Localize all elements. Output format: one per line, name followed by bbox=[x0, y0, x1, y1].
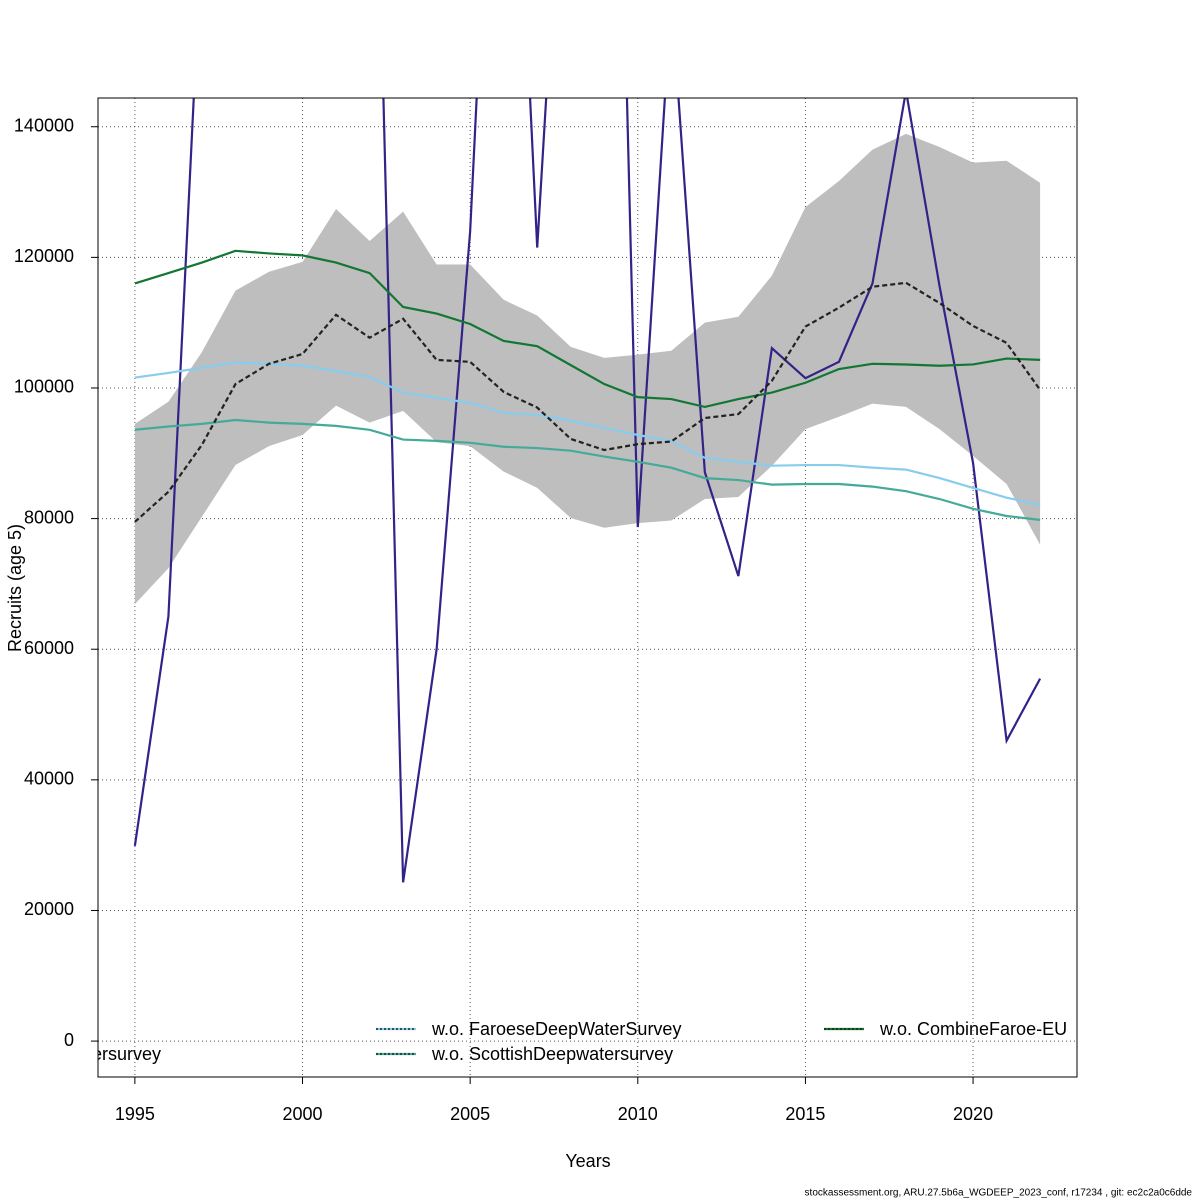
y-tick-label: 80000 bbox=[24, 507, 74, 527]
y-tick-label: 120000 bbox=[14, 246, 74, 266]
confidence-band bbox=[134, 133, 1041, 605]
legend-label: w.o. ScottishDeepwatersurvey bbox=[431, 1044, 673, 1064]
x-tick-label: 2010 bbox=[618, 1104, 658, 1124]
series-line bbox=[133, 98, 1042, 883]
series-line bbox=[134, 249, 1041, 409]
x-axis-label: Years bbox=[565, 1151, 610, 1171]
y-tick-label: 0 bbox=[64, 1030, 74, 1050]
x-tick-label: 2015 bbox=[785, 1104, 825, 1124]
plot-frame bbox=[97, 97, 1078, 1078]
y-tick-label: 140000 bbox=[14, 115, 74, 135]
x-tick-label: 2020 bbox=[953, 1104, 993, 1124]
estimate-line bbox=[134, 281, 1042, 523]
legend-label: Summersurvey bbox=[40, 1044, 161, 1064]
plot-area: Summersurvey w.o. FaroeseDeepWaterSurvey w… bbox=[40, 98, 1077, 1077]
footer: stockassessment.org, ARU.27.5b6a_WGDEEP_… bbox=[805, 1188, 1193, 1199]
y-tick-label: 100000 bbox=[14, 377, 74, 397]
x-tick-label: 1995 bbox=[115, 1104, 155, 1124]
series-line bbox=[134, 361, 1041, 506]
x-tick-label: 2000 bbox=[282, 1104, 322, 1124]
series-line bbox=[134, 418, 1041, 521]
y-tick-label: 60000 bbox=[24, 638, 74, 658]
y-tick-label: 20000 bbox=[24, 899, 74, 919]
y-axis-label: Recruits (age 5) bbox=[5, 524, 25, 652]
y-tick-label: 40000 bbox=[24, 769, 74, 789]
x-tick-label: 2005 bbox=[450, 1104, 490, 1124]
legend-label: w.o. CombineFaroe-EU bbox=[879, 1019, 1067, 1039]
legend-label: w.o. FaroeseDeepWaterSurvey bbox=[431, 1019, 681, 1039]
